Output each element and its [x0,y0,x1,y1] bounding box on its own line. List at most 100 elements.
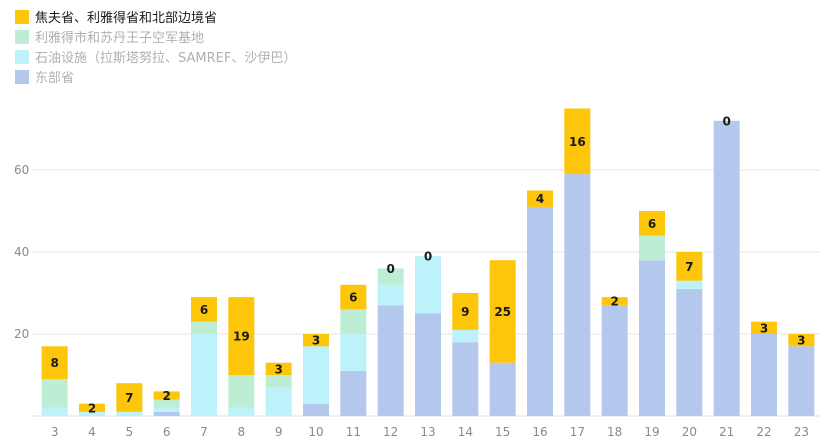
data-label-5: 7 [125,391,133,405]
legend-swatch-3 [15,10,29,24]
bar-segment-20-series-3[interactable] [676,252,703,281]
data-label-20: 7 [685,260,693,274]
bar-segment-19-series-2[interactable] [639,235,665,261]
bar-segment-12-series-1[interactable] [377,284,404,306]
bar-segment-4-series-1[interactable] [79,411,105,416]
bar-segment-7-series-2[interactable] [191,321,217,334]
x-tick-label-6: 6 [163,425,171,439]
legend-label-1: 石油设施（拉斯塔努拉、SAMREF、沙伊巴） [35,51,296,66]
legend-label-2: 利雅得市和苏丹王子空军基地 [35,30,204,46]
x-tick-label-8: 8 [238,425,246,439]
bar-segment-3-series-2[interactable] [41,379,68,408]
data-label-10: 3 [312,334,320,348]
x-tick-label-19: 19 [644,425,659,439]
bar-segment-7-series-3[interactable] [191,297,217,322]
legend-label-3: 焦夫省、利雅得省和北部边境省 [35,10,217,26]
bar-segment-22-series-0[interactable] [751,334,777,416]
bar-segment-6-series-0[interactable] [153,411,180,416]
bar-segment-15-series-3[interactable] [489,260,516,363]
data-label-4: 2 [88,401,96,415]
data-label-3: 8 [50,356,58,370]
x-tick-label-14: 14 [458,425,473,439]
data-label-22: 3 [760,321,768,335]
data-label-21: 0 [722,114,730,128]
bar-segment-11-series-3[interactable] [340,284,367,310]
bar-segment-9-series-1[interactable] [265,387,292,416]
bar-segment-11-series-1[interactable] [340,334,367,371]
bar-segment-12-series-0[interactable] [377,305,404,416]
bar-segment-16-series-3[interactable] [527,190,553,207]
bar-segment-11-series-2[interactable] [340,309,367,334]
bar-segment-6-series-3[interactable] [153,391,180,400]
data-label-23: 3 [797,334,805,348]
x-tick-label-15: 15 [495,425,510,439]
bar-segment-17-series-0[interactable] [564,174,591,416]
bar-segment-10-series-1[interactable] [303,346,329,404]
bar-segment-16-series-0[interactable] [527,206,553,416]
bar-segment-15-series-0[interactable] [489,362,516,416]
bar-segment-23-series-3[interactable] [788,334,815,347]
x-tick-label-23: 23 [794,425,809,439]
data-label-17: 16 [569,135,586,149]
bar-segment-11-series-0[interactable] [340,370,367,416]
x-tick-label-4: 4 [88,425,96,439]
bar-segment-5-series-1[interactable] [116,411,143,416]
bar-segment-3-series-1[interactable] [41,407,68,416]
bar-segment-14-series-3[interactable] [452,293,479,330]
bar-segment-14-series-1[interactable] [452,329,479,343]
bar-segment-13-series-0[interactable] [415,313,441,417]
x-tick-label-3: 3 [51,425,59,439]
bar-segment-8-series-3[interactable] [228,297,255,375]
bar-segment-20-series-1[interactable] [676,280,703,289]
bar-segment-8-series-2[interactable] [228,375,255,408]
x-tick-label-22: 22 [756,425,771,439]
bar-segment-4-series-3[interactable] [79,403,105,412]
data-label-6: 2 [162,389,170,403]
bar-segment-17-series-3[interactable] [564,108,591,175]
bar-segment-10-series-3[interactable] [303,334,329,347]
y-tick-label: 40 [14,245,29,259]
x-tick-label-16: 16 [532,425,547,439]
data-label-11: 6 [349,291,357,305]
bar-segment-9-series-2[interactable] [265,375,292,388]
x-tick-label-20: 20 [682,425,697,439]
bar-segment-6-series-1[interactable] [153,407,180,412]
data-label-19: 6 [648,217,656,231]
bar-segment-3-series-3[interactable] [41,346,68,380]
bar-segment-21-series-0[interactable] [713,120,740,417]
bar-segment-20-series-0[interactable] [676,288,703,416]
data-label-9: 3 [274,362,282,376]
bar-segment-18-series-0[interactable] [601,305,628,416]
data-label-14: 9 [461,305,469,319]
bar-segment-18-series-3[interactable] [601,297,628,306]
bar-segment-19-series-0[interactable] [639,260,665,416]
bar-segment-9-series-3[interactable] [265,362,292,375]
bar-segment-13-series-1[interactable] [415,256,441,314]
data-label-18: 2 [610,295,618,309]
x-tick-label-13: 13 [420,425,435,439]
bar-segment-14-series-0[interactable] [452,342,479,416]
bar-segment-6-series-2[interactable] [153,399,180,408]
legend-label-0: 东部省 [35,71,74,86]
y-tick-label: 20 [14,327,29,341]
x-tick-label-10: 10 [308,425,323,439]
bar-segment-19-series-3[interactable] [639,211,665,236]
bar-segment-12-series-2[interactable] [377,268,404,285]
x-tick-label-9: 9 [275,425,283,439]
data-label-16: 4 [536,192,544,206]
data-label-15: 25 [494,305,511,319]
data-label-12: 0 [386,262,394,276]
bar-segment-23-series-0[interactable] [788,346,815,416]
x-tick-label-7: 7 [200,425,208,439]
bar-segment-8-series-1[interactable] [228,407,255,416]
bar-segment-10-series-0[interactable] [303,403,329,416]
x-tick-label-12: 12 [383,425,398,439]
bar-segment-22-series-3[interactable] [751,321,777,334]
bar-segment-7-series-1[interactable] [191,334,217,416]
legend-swatch-0 [15,70,29,84]
y-tick-label: 60 [14,163,29,177]
bar-segment-5-series-3[interactable] [116,383,143,412]
legend-swatch-1 [15,50,29,64]
